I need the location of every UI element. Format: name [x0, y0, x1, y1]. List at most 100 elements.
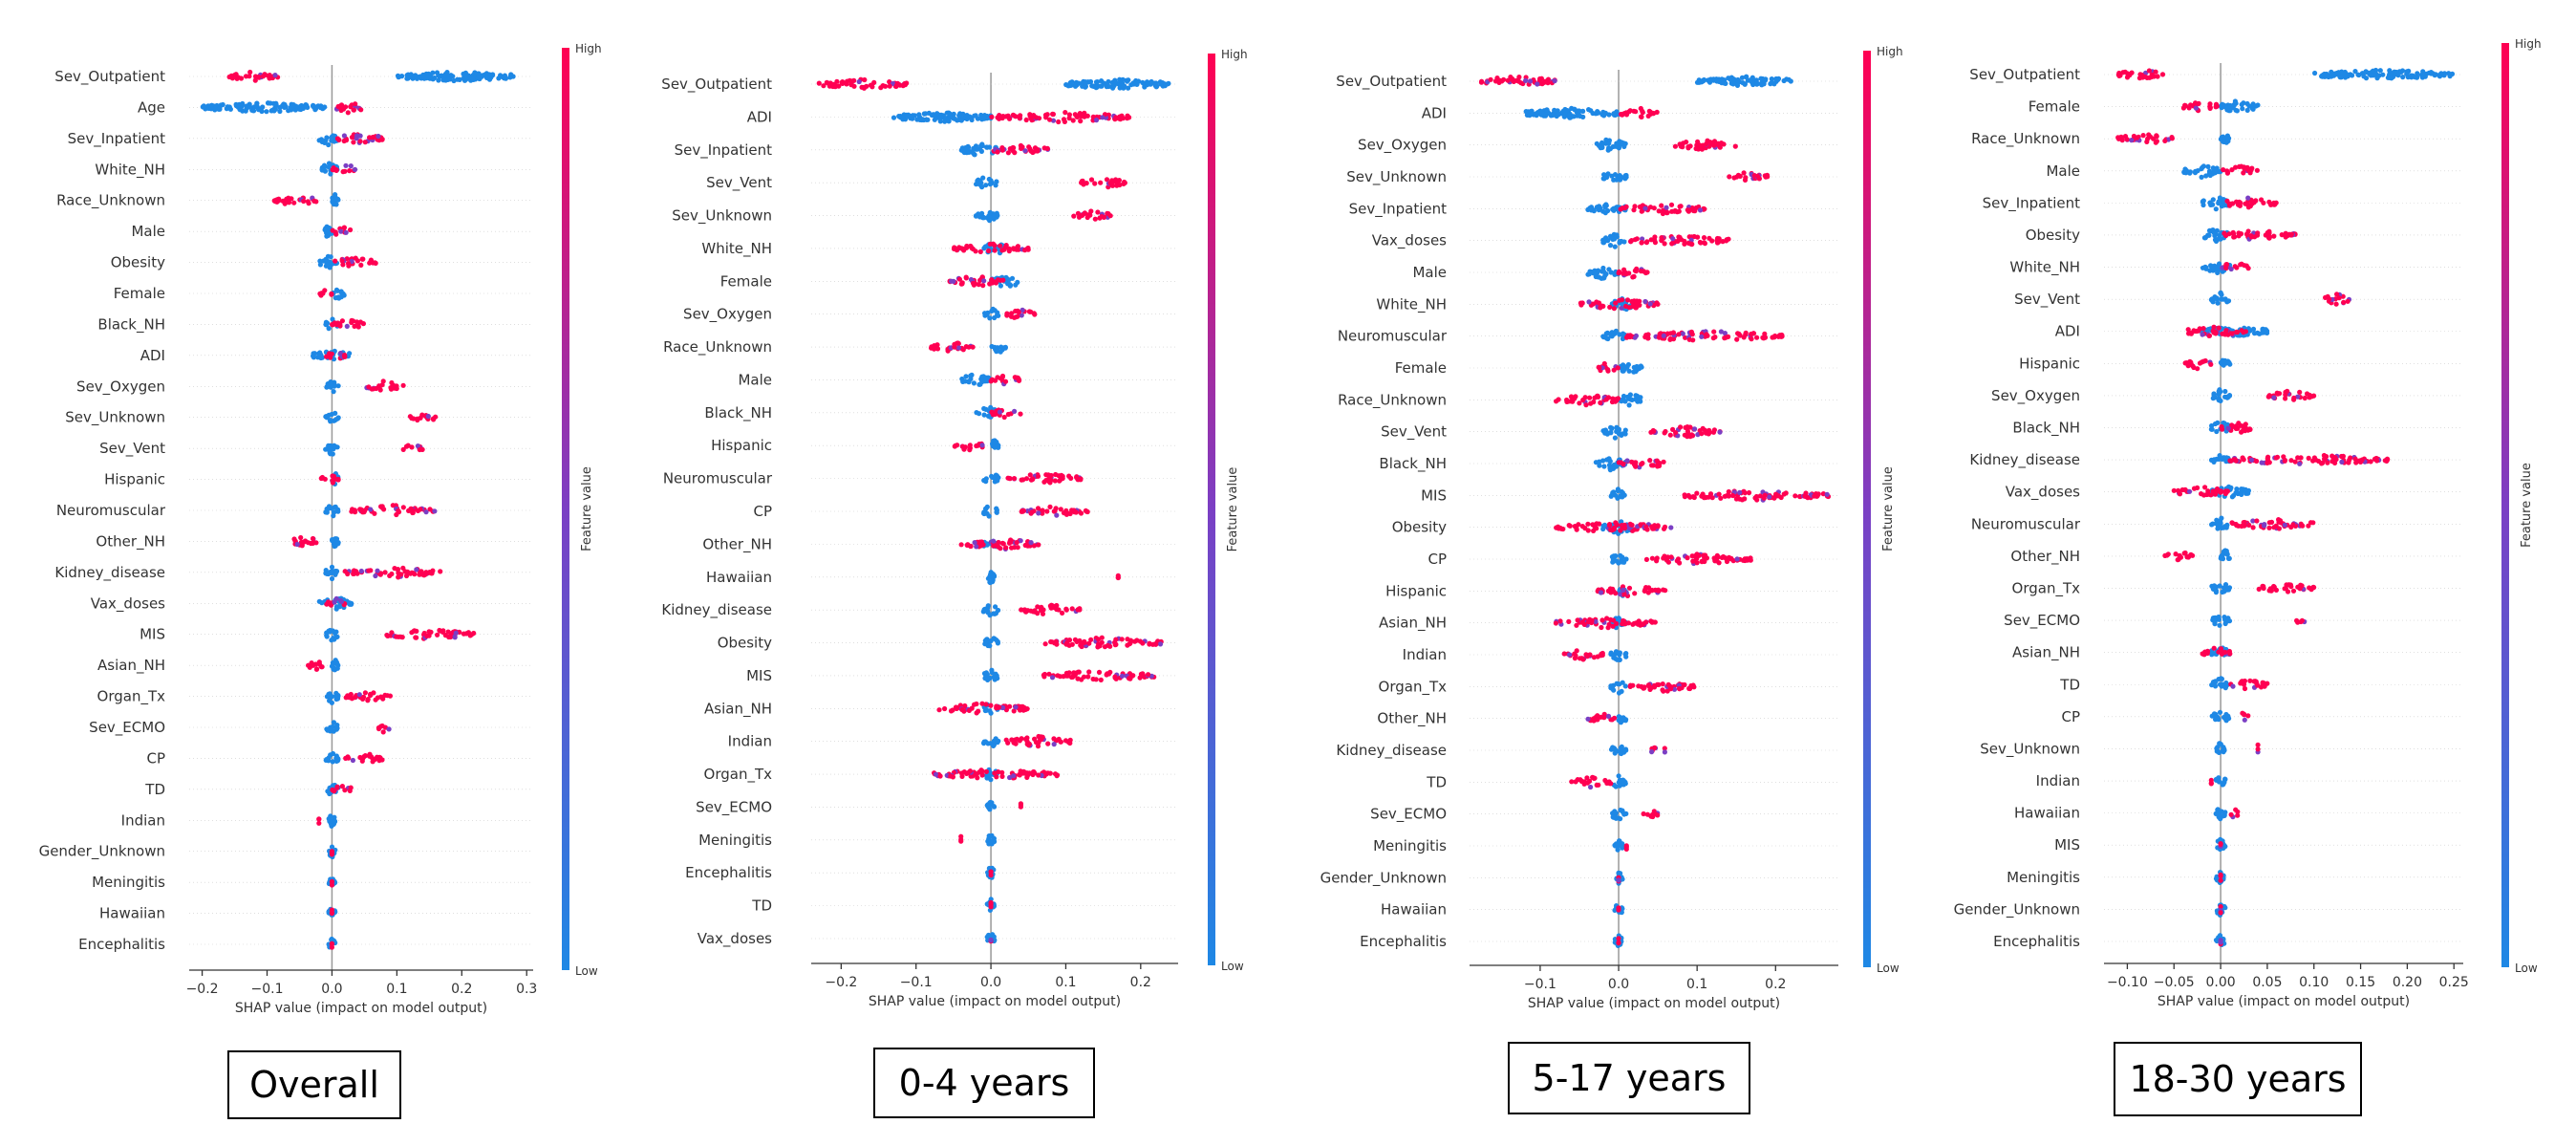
shap-point-high	[1824, 491, 1830, 497]
shap-point-low	[2186, 169, 2192, 176]
shap-point-high	[1631, 620, 1637, 626]
shap-point-low	[1585, 271, 1591, 277]
shap-point-high	[1756, 176, 1762, 182]
shap-point-high	[1071, 213, 1077, 219]
shap-point-high	[1668, 525, 1674, 530]
shap-point-high	[948, 773, 954, 779]
shap-point-high	[1523, 77, 1529, 83]
feature-row-points	[323, 410, 439, 424]
shap-point-low	[974, 182, 979, 187]
shap-point-high	[1812, 493, 1817, 499]
feature-row-points	[1578, 296, 1661, 313]
shap-point-low	[1761, 77, 1767, 83]
feature-label: Female	[1395, 359, 1447, 377]
shap-point-high	[1554, 525, 1559, 530]
shap-point-high	[1095, 637, 1102, 642]
shap-point-high	[1085, 674, 1091, 680]
shap-point-low	[983, 406, 989, 412]
shap-point-high	[988, 873, 994, 878]
shap-point-high	[1654, 109, 1660, 115]
shap-point-low	[1147, 80, 1153, 86]
shap-point-high	[1643, 556, 1649, 563]
shap-point-high	[1607, 304, 1613, 310]
shap-point-high	[1028, 148, 1034, 154]
shap-point-high	[405, 443, 411, 448]
shap-point-high	[1045, 741, 1051, 746]
shap-point-high	[1578, 778, 1584, 785]
shap-point-low	[327, 259, 333, 265]
shap-point-high	[390, 503, 396, 508]
shap-point-high	[359, 758, 365, 764]
feature-row-points	[1610, 807, 1661, 822]
shap-point-low	[984, 672, 990, 678]
colorbar	[562, 48, 569, 970]
shap-point-high	[976, 708, 981, 714]
shap-point-high	[1112, 674, 1118, 680]
shap-point-high	[344, 323, 350, 329]
shap-point-high	[1122, 179, 1127, 185]
shap-point-high	[952, 344, 957, 350]
feature-label: Asian_NH	[97, 657, 165, 675]
feature-row-points	[291, 534, 341, 550]
shap-point-high	[1052, 508, 1058, 514]
shap-point-high	[1066, 112, 1072, 118]
shap-point-high	[1614, 620, 1620, 627]
shap-point-low	[1609, 425, 1615, 431]
shap-point-high	[1748, 555, 1753, 561]
shap-point-low	[2249, 105, 2255, 111]
shap-point-low	[991, 216, 997, 222]
shap-point-high	[1088, 177, 1095, 183]
shap-point-low	[1153, 84, 1159, 90]
shap-point-high	[252, 77, 258, 83]
shap-point-high	[859, 84, 865, 90]
shap-point-high	[1623, 303, 1629, 309]
feature-row-points	[1600, 424, 1723, 441]
shap-point-high	[1687, 241, 1693, 247]
shap-point-low	[324, 634, 330, 639]
shap-point-low	[332, 443, 337, 448]
shap-point-high	[2116, 70, 2122, 76]
shap-point-high	[1583, 652, 1589, 658]
shap-point-high	[937, 773, 943, 779]
shap-point-low	[395, 73, 401, 78]
shap-point-high	[1032, 312, 1038, 317]
shap-point-high	[1775, 493, 1782, 499]
shap-point-low	[984, 542, 990, 548]
shap-point-high	[1802, 493, 1808, 499]
shap-point-low	[985, 804, 991, 811]
shap-point-high	[1029, 509, 1035, 515]
shap-point-high	[1717, 429, 1723, 435]
feature-label: Sev_Outpatient	[661, 76, 772, 94]
shap-point-low	[981, 739, 987, 745]
shap-point-high	[1668, 554, 1674, 560]
shap-point-high	[310, 535, 316, 542]
shap-point-high	[955, 345, 962, 351]
shap-point-low	[1720, 76, 1726, 82]
shap-point-low	[977, 214, 983, 220]
shap-point-high	[1527, 78, 1534, 84]
shap-point-high	[1125, 642, 1130, 648]
shap-point-high	[959, 706, 965, 713]
shap-point-high	[991, 538, 997, 544]
shap-point-low	[1610, 206, 1616, 212]
shap-point-high	[1567, 523, 1573, 529]
shap-point-high	[2162, 138, 2168, 143]
shap-point-high	[1012, 375, 1018, 380]
feature-label: Neuromuscular	[1338, 328, 1448, 345]
shap-point-low	[2405, 69, 2411, 75]
feature-label: Obesity	[1392, 519, 1447, 536]
shap-point-high	[1496, 79, 1502, 85]
shap-point-low	[409, 74, 415, 79]
shap-point-high	[1689, 332, 1695, 337]
shap-point-high	[1535, 81, 1540, 87]
shap-point-high	[1690, 558, 1696, 564]
shap-point-low	[217, 106, 223, 112]
shap-point-low	[1562, 109, 1569, 115]
feature-label: Sev_Vent	[706, 174, 772, 192]
shap-point-low	[325, 381, 331, 387]
shap-point-low	[1739, 75, 1745, 80]
shap-point-low	[989, 308, 995, 313]
shap-point-high	[1734, 556, 1740, 562]
feature-row-points	[1608, 486, 1832, 503]
shap-point-high	[1609, 399, 1616, 405]
